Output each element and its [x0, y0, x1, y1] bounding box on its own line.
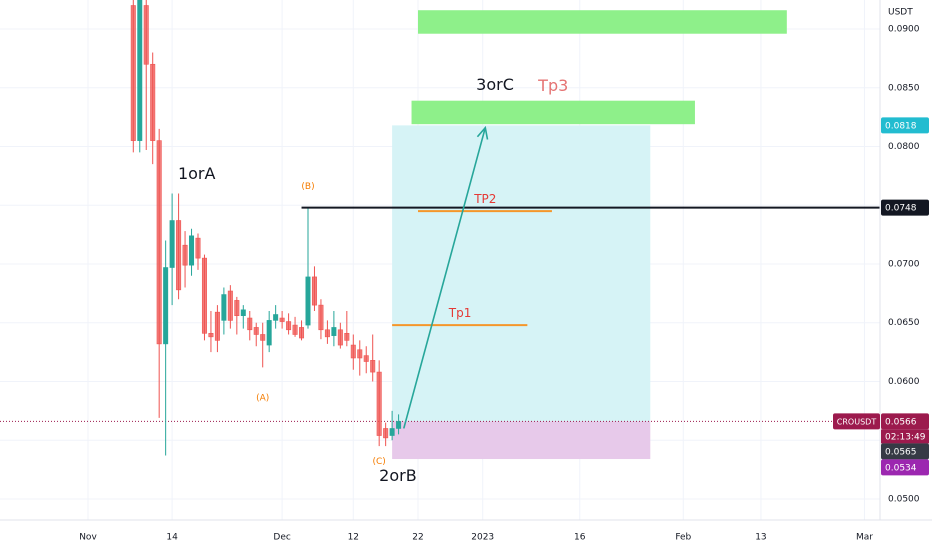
- axes: USDT 0.05000.05500.06000.06500.07000.075…: [79, 8, 929, 543]
- y-tick-label: 0.0900: [888, 25, 920, 35]
- price-label: 0.0565: [885, 447, 917, 457]
- price-label: 0.0748: [885, 204, 917, 214]
- candle-body: [143, 5, 149, 65]
- price-label: 0.0534: [885, 463, 917, 473]
- candle-body: [176, 220, 182, 291]
- candle-body: [163, 267, 169, 345]
- countdown-box: [881, 429, 929, 444]
- x-tick-label: Nov: [79, 533, 97, 543]
- candle-body: [357, 349, 363, 359]
- candle-body: [227, 290, 233, 321]
- candle-body: [331, 327, 337, 336]
- candle-body: [299, 327, 305, 339]
- x-tick-label: Feb: [675, 533, 691, 543]
- price-label-box: [881, 459, 929, 476]
- x-tick-label: Mar: [856, 533, 873, 543]
- candle-body: [253, 327, 259, 335]
- candle-body: [130, 5, 136, 141]
- candle-body: [324, 329, 330, 338]
- annotation: Tp1: [448, 306, 472, 320]
- candle-body: [344, 333, 350, 341]
- candle-body: [363, 355, 369, 362]
- annotation: (C): [373, 457, 386, 467]
- x-tick-label: 13: [755, 533, 766, 543]
- candle-body: [383, 428, 389, 439]
- arrow-head: [476, 125, 489, 140]
- candle-body: [137, 0, 143, 141]
- loss-zone: [392, 421, 651, 460]
- y-tick-label: 0.0650: [888, 318, 920, 328]
- annotation: 1orA: [178, 164, 216, 183]
- y-axis-label: USDT: [888, 8, 913, 18]
- candle-body: [311, 276, 317, 306]
- price-label-box: [881, 117, 929, 134]
- price-label-box: [881, 443, 929, 460]
- x-tick-label: 22: [412, 533, 423, 543]
- candle-body: [169, 220, 175, 268]
- x-tick-label: Dec: [273, 533, 290, 543]
- candle-body: [201, 257, 207, 334]
- target-zone: [418, 10, 787, 34]
- candle-body: [376, 371, 382, 436]
- candle-body: [208, 333, 214, 338]
- countdown: 02:13:49: [885, 432, 926, 442]
- symbol-box: [833, 413, 880, 430]
- y-tick-label: 0.0600: [888, 377, 920, 387]
- candle-body: [305, 276, 311, 326]
- x-tick-label: 14: [166, 533, 178, 543]
- price-label-box: [881, 199, 929, 216]
- price-label: 0.0818: [885, 121, 917, 131]
- y-tick-label: 0.0850: [888, 83, 920, 93]
- profit-zone: [392, 125, 651, 422]
- candle-body: [214, 311, 220, 341]
- candle-body: [260, 334, 266, 341]
- annotation: TP2: [473, 192, 496, 206]
- annotation: Tp3: [537, 76, 568, 95]
- y-tick-label: 0.0500: [888, 494, 920, 504]
- symbol-label: CROUSDT: [837, 417, 877, 426]
- candle-body: [350, 344, 356, 359]
- plot-area: 1orA (B) (A) (C)2orB 3orC Tp3 TP2 Tp1: [0, 0, 880, 485]
- candle-body: [389, 428, 395, 436]
- candle-body: [273, 314, 279, 321]
- annotation: 3orC: [476, 75, 514, 94]
- candle-body: [337, 329, 343, 346]
- annotation: (A): [256, 393, 269, 403]
- annotation: 2orB: [379, 466, 417, 485]
- candle-body: [156, 140, 162, 345]
- annotation: (B): [301, 182, 314, 192]
- candle-body: [266, 320, 272, 346]
- x-tick-label: 12: [348, 533, 359, 543]
- candle-body: [279, 317, 285, 322]
- arrow-shaft: [402, 127, 487, 429]
- candle-body: [182, 244, 188, 266]
- x-tick-label: 2023: [471, 533, 494, 543]
- candle-body: [195, 237, 201, 259]
- candle-body: [221, 294, 227, 321]
- price-label: 0.0566: [885, 417, 917, 427]
- candle-body: [234, 300, 240, 316]
- candle-body: [240, 309, 246, 316]
- candle-body: [370, 360, 376, 373]
- y-tick-label: 0.0800: [888, 142, 920, 152]
- candle-body: [396, 421, 402, 429]
- price-label-box: [881, 413, 929, 430]
- candle-body: [318, 304, 324, 331]
- candle-body: [247, 317, 253, 331]
- x-tick-label: 16: [574, 533, 586, 543]
- candle-body: [286, 321, 292, 331]
- candle-body: [189, 235, 195, 266]
- candle-body: [150, 63, 156, 141]
- y-tick-label: 0.0700: [888, 259, 920, 269]
- candle-body: [292, 324, 298, 335]
- target-zone: [411, 100, 695, 125]
